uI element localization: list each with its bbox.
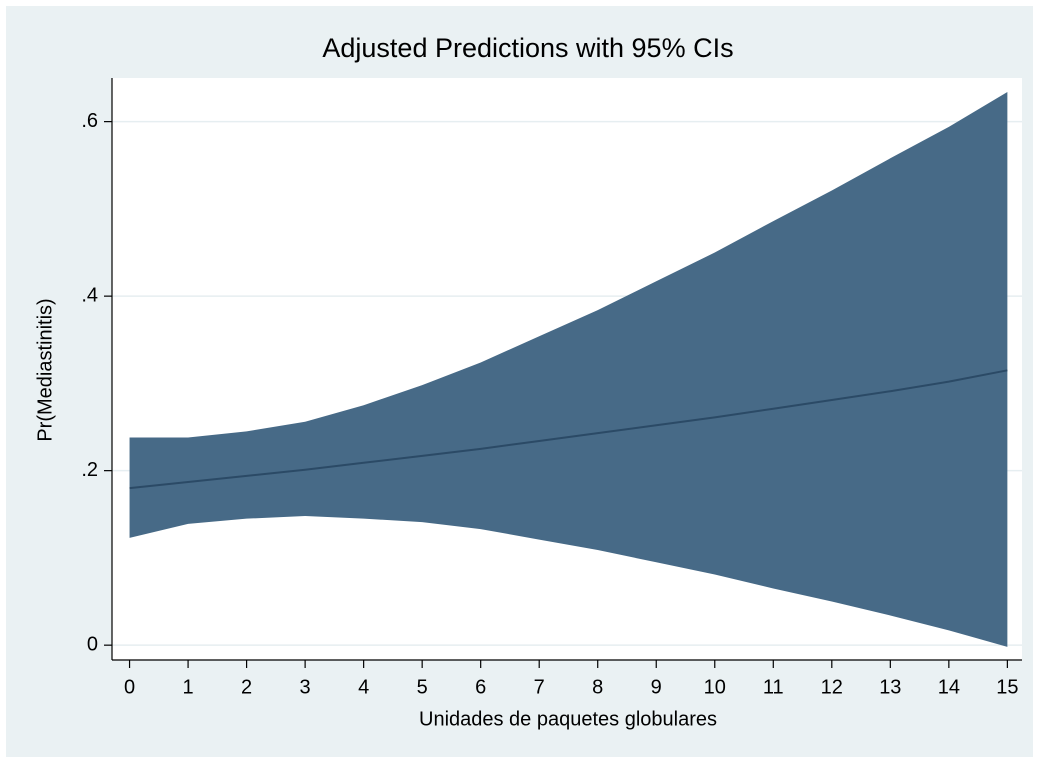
x-tick-label: 0 [124, 676, 135, 698]
x-tick-label: 10 [704, 676, 726, 698]
x-tick-label: 5 [417, 676, 428, 698]
x-tick-label: 15 [996, 676, 1018, 698]
x-tick-label: 12 [821, 676, 843, 698]
x-tick-label: 4 [358, 676, 369, 698]
x-tick-label: 13 [879, 676, 901, 698]
y-tick-label: .2 [81, 459, 98, 481]
x-tick-label: 14 [938, 676, 960, 698]
x-tick-label: 7 [534, 676, 545, 698]
x-tick-label: 6 [475, 676, 486, 698]
x-tick-label: 1 [183, 676, 194, 698]
prediction-line [129, 369, 1008, 490]
x-axis-label: Unidades de paquetes globulares [419, 708, 717, 730]
y-tick-label: .6 [81, 110, 98, 132]
chart-title: Adjusted Predictions with 95% CIs [322, 33, 733, 63]
x-tick-label: 2 [241, 676, 252, 698]
x-tick-label: 8 [592, 676, 603, 698]
x-tick-label: 9 [651, 676, 662, 698]
y-axis-label: Pr(Mediastinitis) [34, 298, 56, 441]
ci-band [129, 91, 1008, 647]
y-tick-label: 0 [87, 633, 98, 655]
x-tick-label: 3 [300, 676, 311, 698]
x-tick-label: 11 [763, 676, 784, 698]
y-tick-label: .4 [81, 284, 98, 306]
